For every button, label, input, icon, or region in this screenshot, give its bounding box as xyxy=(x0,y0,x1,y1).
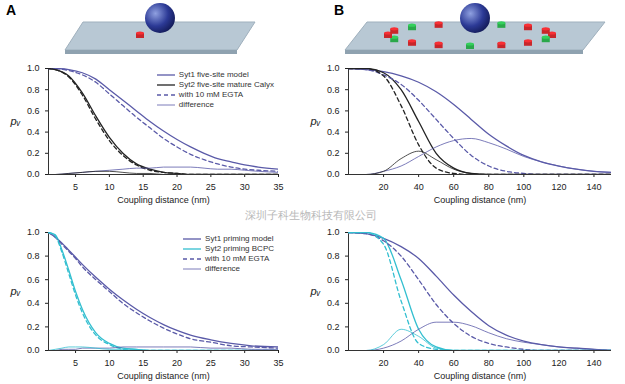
svg-text:0.6: 0.6 xyxy=(27,275,40,285)
html-text:深圳子科生物科技有限公司: 深圳子科生物科技有限公司 xyxy=(245,209,377,222)
svg-text:1.0: 1.0 xyxy=(27,63,40,73)
svg-text:140: 140 xyxy=(586,182,601,192)
svg-text:100: 100 xyxy=(516,358,531,368)
svg-text:140: 140 xyxy=(586,358,601,368)
svg-text:Coupling distance (nm): Coupling distance (nm) xyxy=(117,195,210,205)
svg-text:5: 5 xyxy=(73,358,78,368)
svg-text:pᵥ: pᵥ xyxy=(310,285,321,297)
svg-text:0.4: 0.4 xyxy=(27,298,40,308)
svg-text:0.2: 0.2 xyxy=(327,322,340,332)
svg-text:100: 100 xyxy=(516,182,531,192)
svg-text:20: 20 xyxy=(379,182,389,192)
svg-text:30: 30 xyxy=(240,358,250,368)
svg-text:120: 120 xyxy=(551,358,566,368)
svg-text:35: 35 xyxy=(273,358,283,368)
html-text:with 10 mM EGTA: with 10 mM EGTA xyxy=(178,90,244,99)
svg-text:0.8: 0.8 xyxy=(27,251,40,261)
svg-text:30: 30 xyxy=(240,182,250,192)
svg-text:Coupling distance (nm): Coupling distance (nm) xyxy=(434,371,527,381)
svg-text:Coupling distance (nm): Coupling distance (nm) xyxy=(434,195,527,205)
svg-text:0.2: 0.2 xyxy=(27,322,40,332)
svg-text:0.6: 0.6 xyxy=(327,106,340,116)
svg-text:1.0: 1.0 xyxy=(27,227,40,237)
svg-text:0.0: 0.0 xyxy=(327,169,340,179)
html-text:difference: difference xyxy=(178,100,214,109)
html-text:A: A xyxy=(6,2,17,18)
svg-text:1.0: 1.0 xyxy=(327,63,340,73)
svg-text:60: 60 xyxy=(449,182,459,192)
svg-text:0.6: 0.6 xyxy=(327,275,340,285)
svg-text:25: 25 xyxy=(206,182,216,192)
svg-text:0.8: 0.8 xyxy=(27,85,40,95)
svg-text:40: 40 xyxy=(414,182,424,192)
html-text:Syt1 priming model: Syt1 priming model xyxy=(205,234,274,243)
svg-text:5: 5 xyxy=(73,182,78,192)
svg-text:20: 20 xyxy=(172,358,182,368)
svg-text:pᵥ: pᵥ xyxy=(10,115,21,127)
html-text:Syt2 priming BCPC: Syt2 priming BCPC xyxy=(205,244,274,253)
svg-text:pᵥ: pᵥ xyxy=(310,115,321,127)
svg-text:10: 10 xyxy=(104,358,114,368)
svg-text:0.0: 0.0 xyxy=(27,345,40,355)
svg-text:10: 10 xyxy=(104,182,114,192)
svg-text:0.6: 0.6 xyxy=(27,106,40,116)
svg-text:120: 120 xyxy=(551,182,566,192)
svg-text:80: 80 xyxy=(484,358,494,368)
html-text:difference: difference xyxy=(205,264,241,273)
svg-text:25: 25 xyxy=(206,358,216,368)
html-text:Syt1 five-site model: Syt1 five-site model xyxy=(178,70,249,79)
svg-text:15: 15 xyxy=(138,358,148,368)
svg-text:0.8: 0.8 xyxy=(327,85,340,95)
svg-text:0.8: 0.8 xyxy=(327,251,340,261)
svg-text:0.0: 0.0 xyxy=(27,169,40,179)
svg-text:0.0: 0.0 xyxy=(327,345,340,355)
html-text:Syt2 five-site mature Calyx: Syt2 five-site mature Calyx xyxy=(178,80,274,89)
svg-text:0.4: 0.4 xyxy=(327,298,340,308)
svg-text:20: 20 xyxy=(172,182,182,192)
svg-text:40: 40 xyxy=(414,358,424,368)
svg-text:15: 15 xyxy=(138,182,148,192)
svg-text:60: 60 xyxy=(449,358,459,368)
svg-text:0.4: 0.4 xyxy=(27,127,40,137)
svg-text:1.0: 1.0 xyxy=(327,227,340,237)
svg-text:20: 20 xyxy=(379,358,389,368)
html-text:with 10 mM EGTA: with 10 mM EGTA xyxy=(205,254,270,263)
svg-text:80: 80 xyxy=(484,182,494,192)
html-text:B: B xyxy=(334,2,345,18)
svg-text:Coupling distance (nm): Coupling distance (nm) xyxy=(117,371,210,381)
svg-text:0.4: 0.4 xyxy=(327,127,340,137)
svg-text:0.2: 0.2 xyxy=(27,148,40,158)
svg-text:35: 35 xyxy=(273,182,283,192)
svg-text:0.2: 0.2 xyxy=(327,148,340,158)
svg-text:pᵥ: pᵥ xyxy=(10,285,21,297)
